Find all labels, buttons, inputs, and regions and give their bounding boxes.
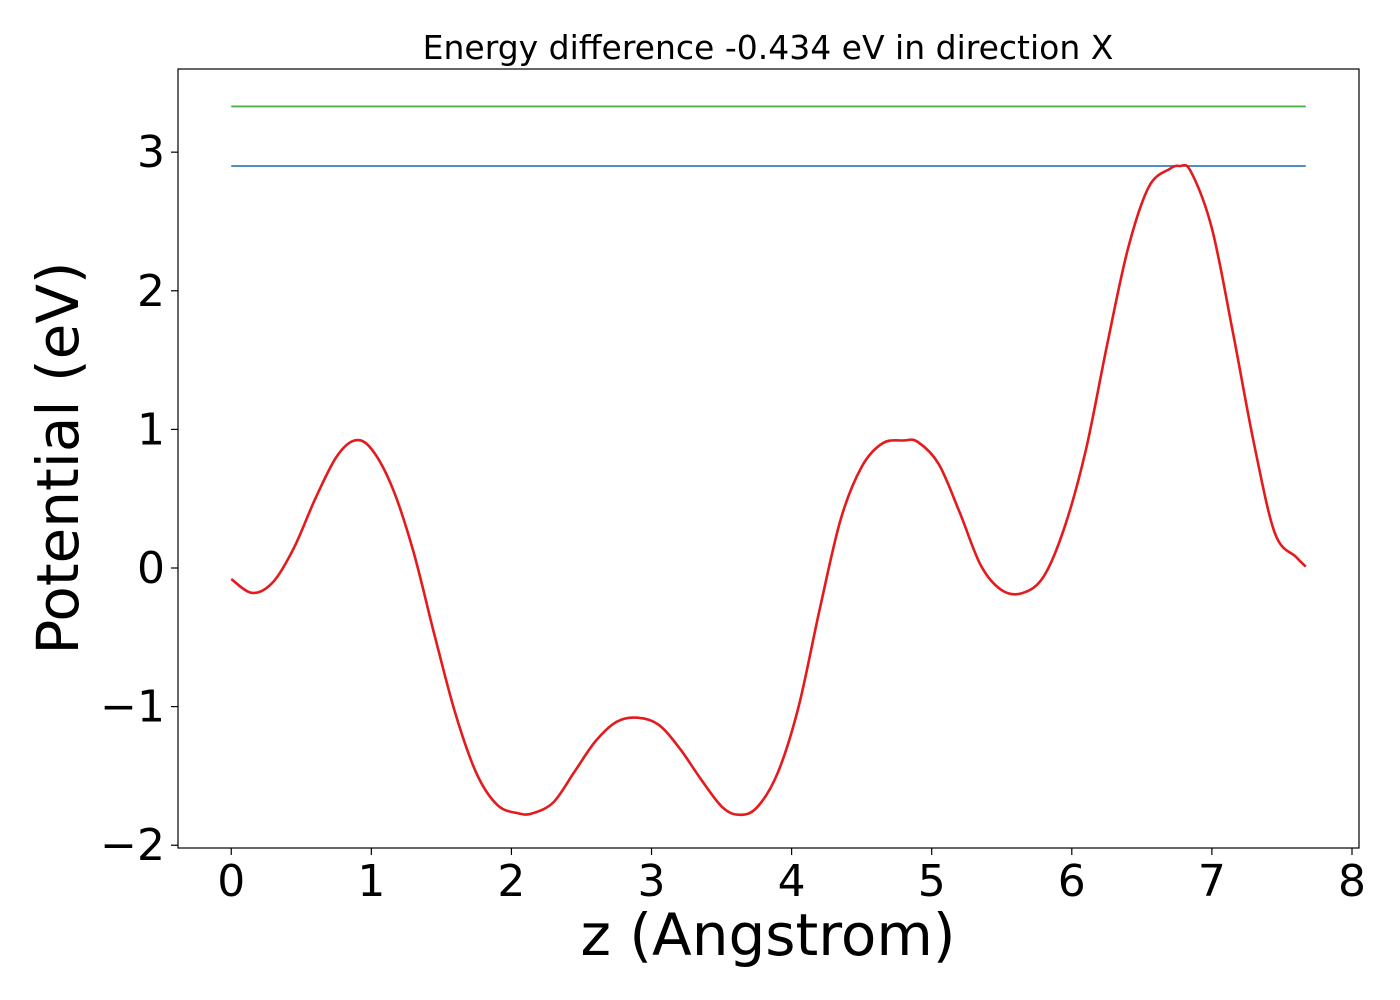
y-tick-label: −1 — [100, 682, 165, 733]
y-tick-label: 2 — [137, 266, 165, 317]
x-tick-label: 7 — [1198, 856, 1226, 907]
y-tick-label: 3 — [137, 127, 165, 178]
series-line-3 — [230, 163, 1307, 817]
x-tick-label: 1 — [357, 856, 385, 907]
x-tick-label: 6 — [1058, 856, 1086, 907]
x-tick-label: 2 — [497, 856, 525, 907]
y-tick-label: 1 — [137, 404, 165, 455]
x-tick-label: 0 — [217, 856, 245, 907]
axes-frame — [177, 68, 1360, 849]
chart-title: Energy difference -0.434 eV in direction… — [423, 28, 1114, 67]
y-axis-label: Potential (eV) — [24, 261, 92, 654]
x-tick-label: 8 — [1338, 856, 1366, 907]
x-axis-label: z (Angstrom) — [581, 901, 956, 969]
y-tick-label: 0 — [137, 543, 165, 594]
x-tick-label: 5 — [918, 856, 946, 907]
series-layer — [230, 105, 1307, 817]
x-tick-label: 3 — [638, 856, 666, 907]
x-tick-label: 4 — [778, 856, 806, 907]
y-tick-label: −2 — [100, 820, 165, 871]
ticks-layer: 0 1 2 3 4 5 6 7 8 −2 −1 0 1 2 3 — [100, 127, 1366, 907]
